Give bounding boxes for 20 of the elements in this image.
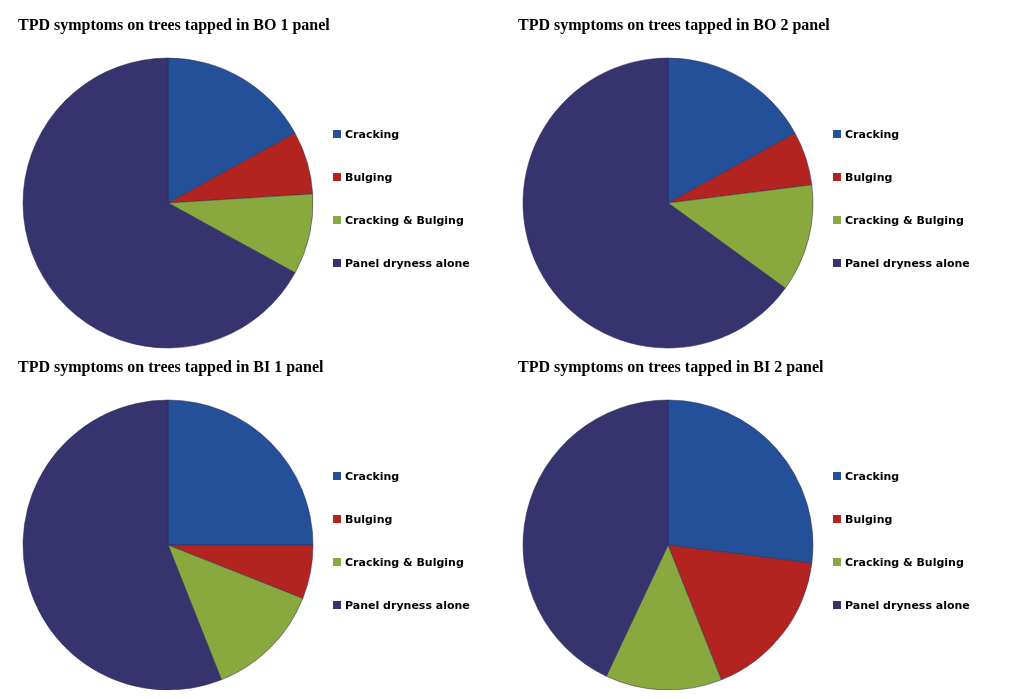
legend-label: Cracking <box>845 128 900 141</box>
legend-label: Cracking <box>845 470 900 483</box>
legend-label: Cracking & Bulging <box>845 214 964 227</box>
legend-label: Bulging <box>845 513 893 526</box>
legend-label: Bulging <box>845 171 893 184</box>
legend-label: Cracking <box>345 470 400 483</box>
chart-title: TPD symptoms on trees tapped in BI 1 panel <box>18 358 325 376</box>
chart-title: TPD symptoms on trees tapped in BO 1 panel <box>18 16 331 34</box>
legend-label: Cracking & Bulging <box>845 556 964 569</box>
legend-label: Cracking & Bulging <box>345 556 464 569</box>
chart-title: TPD symptoms on trees tapped in BI 2 panel <box>518 358 825 376</box>
legend-label: Panel dryness alone <box>845 599 970 612</box>
chart-title: TPD symptoms on trees tapped in BO 2 panel <box>518 16 831 34</box>
legend-label: Cracking <box>345 128 400 141</box>
legend-label: Panel dryness alone <box>845 257 970 270</box>
legend-label: Panel dryness alone <box>345 599 470 612</box>
legend-label: Bulging <box>345 513 393 526</box>
legend-label: Cracking & Bulging <box>345 214 464 227</box>
legend-label: Bulging <box>345 171 393 184</box>
legend-label: Panel dryness alone <box>345 257 470 270</box>
